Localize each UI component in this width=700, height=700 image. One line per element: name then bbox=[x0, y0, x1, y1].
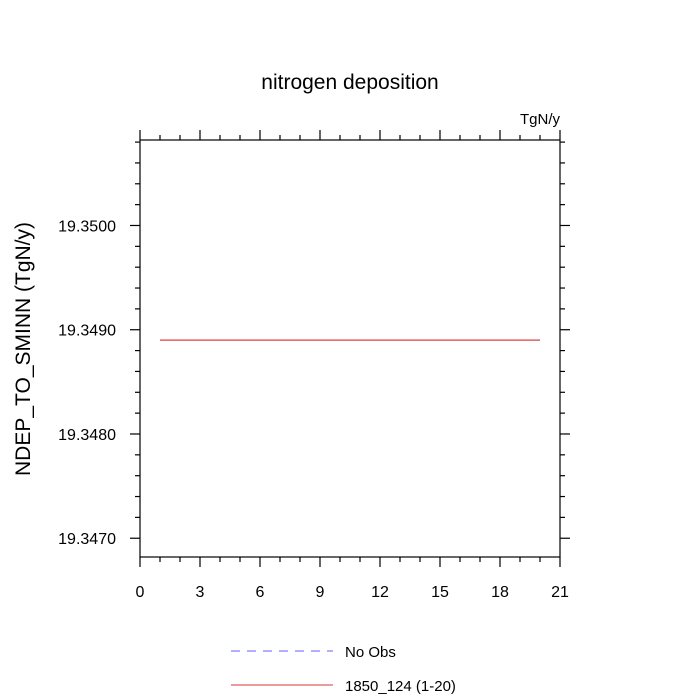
legend-label: 1850_124 (1-20) bbox=[345, 678, 456, 695]
x-tick-label: 12 bbox=[371, 584, 389, 601]
y-tick-label: 19.3490 bbox=[58, 323, 116, 340]
plot-frame bbox=[139, 139, 561, 558]
y-tick-label: 19.3500 bbox=[58, 218, 116, 235]
chart-title: nitrogen deposition bbox=[261, 71, 438, 94]
y-tick-label: 19.3470 bbox=[58, 531, 116, 548]
x-tick-label: 9 bbox=[316, 584, 325, 601]
x-tick-label: 18 bbox=[491, 584, 509, 601]
x-tick-label: 6 bbox=[256, 584, 265, 601]
x-tick-label: 0 bbox=[136, 584, 145, 601]
y-axis-label: NDEP_TO_SMINN (TgN/y) bbox=[12, 222, 35, 476]
y-tick-label: 19.3480 bbox=[58, 427, 116, 444]
axis-ticks: 0 3 6 9 12 15 18 21 19.3470 19.3480 19.3490 19.3500 bbox=[58, 130, 570, 601]
x-tick-label: 15 bbox=[431, 584, 449, 601]
x-tick-label: 3 bbox=[196, 584, 205, 601]
legend-label: No Obs bbox=[345, 644, 396, 661]
units-label: TgN/y bbox=[520, 111, 561, 128]
legend: No Obs 1850_124 (1-20) bbox=[231, 644, 456, 695]
x-tick-label: 21 bbox=[551, 584, 569, 601]
